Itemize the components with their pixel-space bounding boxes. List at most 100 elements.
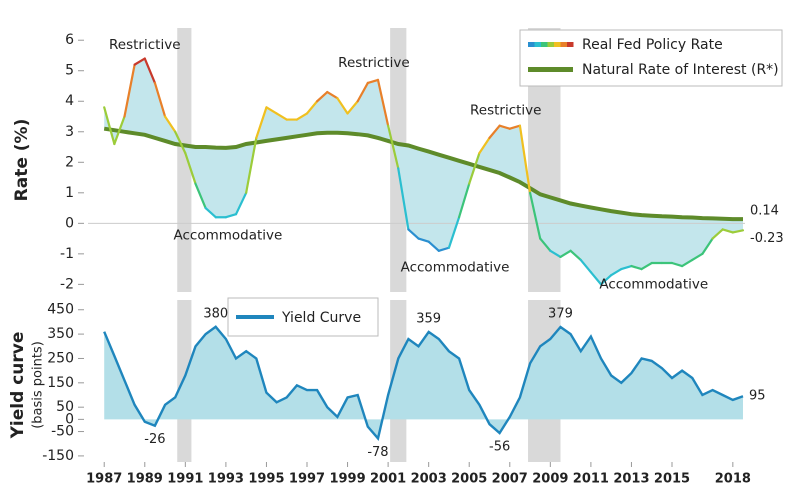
policy-rate-segment: [316, 90, 329, 103]
policy-rate-segment: [488, 124, 501, 139]
policy-rate-segment: [163, 115, 177, 133]
policy-rate-segment: [528, 191, 542, 240]
legend-label: Real Fed Policy Rate: [582, 37, 723, 53]
policy-rate-segment: [387, 124, 400, 170]
policy-rate-segment: [326, 90, 339, 100]
x-tick-label: 1999: [329, 472, 365, 487]
legend-swatch: [528, 67, 573, 72]
y-axis-subtitle: (basis points): [31, 341, 46, 429]
policy-rate-segment: [721, 228, 734, 234]
policy-rate-segment: [681, 258, 694, 268]
legend-swatch: [236, 315, 274, 319]
policy-rate-segment: [275, 112, 288, 121]
annotation: Restrictive: [109, 37, 180, 53]
y-tick-label: -2: [60, 276, 74, 292]
policy-rate-segment: [143, 57, 157, 85]
policy-rate-segment: [539, 237, 552, 252]
legend: Real Fed Policy Rate Natural Rate of Inte…: [519, 29, 783, 87]
end-label: 0.14: [750, 204, 779, 219]
point-label: 379: [548, 307, 573, 322]
legend-swatch: [567, 42, 574, 47]
policy-rate-segment: [356, 81, 369, 103]
policy-rate-segment: [204, 206, 217, 219]
policy-rate-segment: [407, 228, 420, 240]
y-tick-label: 250: [47, 350, 74, 366]
policy-rate-segment: [640, 261, 653, 271]
policy-rate-segment: [234, 191, 248, 216]
policy-rate-segment: [437, 246, 451, 252]
policy-rate-segment: [457, 182, 471, 219]
policy-rate-segment: [174, 130, 187, 155]
policy-rate-segment: [153, 81, 167, 118]
legend-swatch: [554, 42, 561, 47]
annotation: Accommodative: [173, 228, 282, 244]
legend-box: [519, 29, 783, 87]
policy-rate-segment: [123, 63, 136, 118]
y-tick-label: 3: [65, 124, 74, 140]
policy-rate-segment: [579, 258, 592, 274]
y-tick-label: 1: [65, 185, 74, 201]
point-label: -26: [144, 432, 165, 447]
policy-rate-segment: [549, 249, 562, 259]
policy-rate-segment: [610, 268, 623, 277]
policy-rate-segment: [224, 213, 238, 219]
point-label: 95: [749, 389, 766, 404]
policy-rate-segment: [731, 229, 745, 234]
yield-line: [103, 325, 744, 441]
policy-rate-segment: [427, 240, 440, 252]
policy-rate-segment: [346, 100, 359, 115]
policy-rate-segment: [478, 136, 491, 155]
y-tick-label: 450: [47, 302, 74, 318]
point-label: 380: [203, 306, 228, 321]
y-tick-label: 0: [65, 411, 74, 427]
x-tick-label: 1991: [167, 472, 203, 487]
gap-fill: [104, 58, 743, 285]
policy-rate-segment: [417, 237, 430, 243]
x-tick-label: 2003: [411, 472, 447, 487]
legend: Yield Curve: [227, 297, 379, 337]
legend-swatch: [528, 42, 535, 47]
yield-area: [104, 326, 743, 439]
policy-rate-segment: [701, 237, 714, 255]
x-tick-label: 2011: [573, 472, 609, 487]
x-tick-label: 1997: [289, 472, 325, 487]
y-tick-label: -150: [42, 448, 74, 464]
y-tick-label: 5: [65, 63, 74, 79]
legend-swatch: [547, 42, 554, 47]
recession-band: [177, 28, 192, 292]
x-tick-label: 2018: [715, 472, 751, 487]
y-tick-label: 2: [65, 154, 74, 170]
x-tick-label: 2001: [370, 472, 406, 487]
annotation: Accommodative: [599, 276, 708, 292]
policy-rate-segment: [255, 106, 268, 139]
annotation: Accommodative: [401, 260, 510, 276]
point-label: -56: [489, 440, 510, 455]
y-tick-label: 150: [47, 375, 74, 391]
x-tick-label: 1995: [248, 472, 284, 487]
policy-rate-segment: [508, 124, 522, 130]
policy-rate-segment: [194, 182, 207, 210]
policy-rate-segment: [691, 252, 704, 262]
y-tick-label: 6: [65, 32, 74, 48]
policy-rate-segment: [133, 57, 146, 66]
policy-rate-segment: [103, 106, 116, 146]
policy-rate-segment: [376, 78, 390, 127]
x-tick-label: 2005: [451, 472, 487, 487]
legend-swatch: [541, 42, 548, 47]
x-tick-label: 1989: [127, 472, 163, 487]
policy-rate-segment: [336, 97, 349, 115]
legend-swatch: [534, 42, 541, 47]
x-tick-label: 1987: [86, 472, 122, 487]
policy-rate-segment: [711, 228, 724, 240]
y-tick-label: -1: [60, 246, 74, 262]
policy-rate-segment: [670, 261, 684, 268]
annotation: Restrictive: [338, 55, 409, 71]
y-tick-label: 0: [65, 215, 74, 231]
y-axis-title: Rate (%): [12, 119, 32, 202]
policy-rate-segment: [559, 249, 572, 259]
policy-rate-segment: [397, 167, 410, 231]
policy-rate-segment: [295, 112, 309, 121]
policy-rate-segment: [305, 100, 319, 115]
point-label: -78: [367, 445, 388, 460]
x-tick-label: 2013: [613, 472, 649, 487]
